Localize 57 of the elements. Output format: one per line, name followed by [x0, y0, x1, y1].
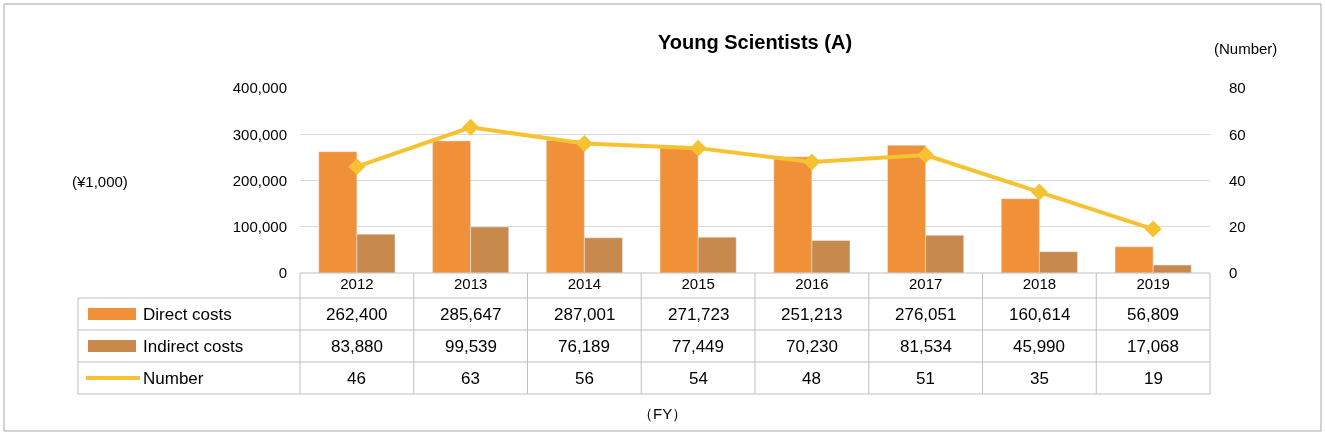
data-label: 70,230	[786, 337, 838, 356]
data-label: 19	[1144, 369, 1163, 388]
y2-axis-title: (Number)	[1214, 40, 1278, 57]
data-label: 77,449	[672, 337, 724, 356]
x-tick-label: 2013	[453, 275, 488, 292]
point	[462, 118, 480, 136]
y2-tick-label: 0	[1229, 264, 1238, 282]
chart-title: Young Scientists (A)	[657, 31, 853, 53]
data-label: 160,614	[1009, 305, 1071, 324]
point	[575, 135, 593, 152]
x-tick-label: 2014	[567, 275, 602, 292]
x-tick-label: 2012	[340, 275, 374, 292]
x-tick-label: 2018	[1022, 275, 1057, 292]
point	[1030, 183, 1048, 201]
y-tick-label: 200,000	[232, 171, 287, 189]
data-label: 99,539	[445, 337, 497, 356]
point	[689, 139, 707, 157]
data-label: 287,001	[554, 305, 616, 324]
legend-label: Direct costs	[143, 305, 232, 324]
y2-tick-label: 80	[1229, 79, 1246, 97]
y2-tick-label: 20	[1229, 218, 1246, 235]
data-label: 48	[802, 369, 821, 388]
point	[1144, 220, 1162, 238]
text: （FY）	[638, 405, 688, 422]
data-label: 76,189	[558, 337, 610, 356]
data-label: 54	[689, 369, 708, 388]
data-label: 56	[575, 369, 594, 388]
data-label: 285,647	[440, 305, 502, 324]
legend-label: Number	[143, 369, 204, 388]
data-label: 45,990	[1013, 337, 1065, 356]
data-label: 276,051	[895, 305, 957, 324]
data-label: 35	[1030, 369, 1049, 388]
data-label: 63	[461, 369, 480, 388]
data-label: 262,400	[326, 305, 388, 324]
data-label: 251,213	[781, 305, 843, 324]
y2-tick-label: 60	[1229, 125, 1246, 143]
text: (¥1,000)	[72, 173, 128, 190]
data-label: 51	[916, 369, 935, 388]
x-tick-label: 2015	[681, 275, 715, 292]
point	[803, 153, 821, 171]
point	[917, 146, 935, 164]
y2-tick-label: 40	[1229, 171, 1246, 189]
x-tick-label: 2017	[908, 275, 943, 292]
data-label: 271,723	[668, 305, 730, 324]
data-label: 81,534	[900, 337, 952, 356]
legend-label: Indirect costs	[143, 337, 244, 356]
y-tick-label: 400,000	[232, 79, 287, 97]
x-tick-label: 2019	[1136, 275, 1170, 292]
x-tick-label: 2016	[795, 275, 829, 292]
y-tick-label: 300,000	[232, 125, 287, 143]
data-label: 83,880	[331, 337, 383, 356]
point	[348, 158, 366, 176]
data-label: 17,068	[1127, 337, 1179, 356]
y-tick-label: 0	[278, 264, 287, 282]
y-tick-label: 100,000	[232, 218, 287, 235]
data-label: 46	[347, 369, 366, 388]
data-label: 56,809	[1127, 305, 1179, 324]
